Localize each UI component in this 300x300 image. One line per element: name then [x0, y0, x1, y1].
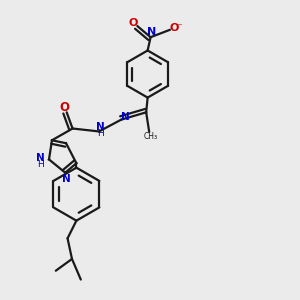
Text: N: N: [147, 27, 156, 37]
Text: N: N: [36, 153, 45, 163]
Text: N: N: [122, 112, 130, 122]
Text: N: N: [96, 122, 105, 132]
Text: N: N: [62, 174, 71, 184]
Text: H: H: [38, 160, 44, 169]
Text: H: H: [97, 129, 104, 138]
Text: CH₃: CH₃: [143, 132, 158, 141]
Text: O: O: [59, 100, 69, 113]
Text: O: O: [128, 17, 138, 28]
Text: ⁻: ⁻: [176, 22, 182, 32]
Text: O: O: [170, 22, 179, 32]
